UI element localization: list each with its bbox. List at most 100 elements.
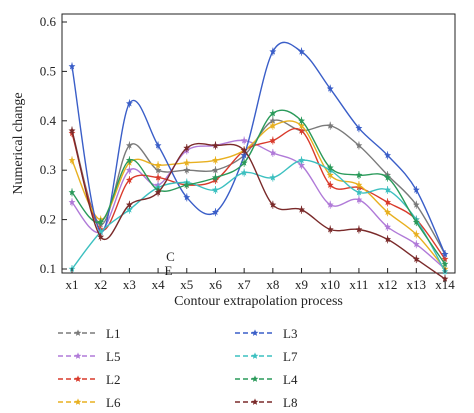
y-axis-label: Numerical change bbox=[11, 92, 26, 194]
series-l8 bbox=[68, 126, 449, 283]
x-tick-label: x14 bbox=[435, 277, 455, 292]
data-point bbox=[183, 193, 191, 201]
data-point bbox=[384, 151, 391, 159]
data-point bbox=[355, 196, 363, 203]
data-point bbox=[126, 201, 133, 208]
data-point bbox=[212, 141, 219, 149]
data-point bbox=[154, 174, 162, 181]
data-point bbox=[97, 233, 105, 240]
data-point bbox=[183, 166, 191, 174]
y-tick-label: 0.1 bbox=[40, 261, 56, 276]
plot-area bbox=[61, 13, 456, 274]
data-point bbox=[441, 275, 449, 282]
legend-label: L1 bbox=[106, 326, 120, 341]
data-point bbox=[68, 156, 76, 164]
data-point bbox=[183, 181, 191, 188]
data-point bbox=[412, 255, 420, 262]
data-point bbox=[298, 156, 305, 164]
annotation-e: E bbox=[164, 263, 172, 278]
data-point bbox=[68, 62, 76, 70]
legend-marker bbox=[251, 398, 259, 405]
data-point bbox=[212, 186, 219, 193]
y-tick-label: 0.5 bbox=[40, 63, 56, 78]
x-tick-label: x7 bbox=[238, 277, 252, 292]
series-l4 bbox=[68, 109, 449, 269]
data-point bbox=[269, 48, 277, 55]
data-point bbox=[212, 208, 219, 216]
data-point bbox=[412, 186, 420, 193]
legend-label: L4 bbox=[283, 372, 298, 387]
annotation-c: C bbox=[166, 249, 175, 264]
series-l2 bbox=[68, 126, 449, 264]
data-point bbox=[269, 201, 277, 208]
x-tick-label: x12 bbox=[378, 277, 398, 292]
data-point bbox=[68, 198, 76, 206]
x-tick-label: x3 bbox=[123, 277, 136, 292]
data-point bbox=[183, 159, 191, 166]
data-point bbox=[298, 127, 305, 134]
data-point bbox=[298, 206, 305, 213]
data-point bbox=[384, 174, 391, 181]
data-point bbox=[326, 164, 334, 171]
legend-label: L6 bbox=[106, 395, 121, 410]
legend-label: L5 bbox=[106, 349, 120, 364]
data-point bbox=[240, 151, 248, 159]
legend-item-l5: L5 bbox=[58, 349, 120, 364]
x-tick-label: x2 bbox=[94, 277, 107, 292]
data-point bbox=[212, 156, 219, 164]
data-point bbox=[384, 223, 391, 230]
legend-marker bbox=[74, 352, 82, 359]
data-point bbox=[126, 141, 133, 149]
x-tick-label: x6 bbox=[209, 277, 223, 292]
data-point bbox=[412, 240, 420, 248]
legend-marker bbox=[251, 375, 259, 382]
data-point bbox=[126, 176, 133, 183]
data-point bbox=[326, 225, 334, 233]
data-point bbox=[384, 208, 391, 216]
data-point bbox=[384, 186, 391, 193]
data-point bbox=[269, 122, 277, 129]
series-line bbox=[71, 130, 446, 280]
data-point bbox=[384, 235, 391, 243]
legend: L1 L5 L2 L6 L3 L7 L4 L8 bbox=[58, 326, 298, 410]
series-l3 bbox=[68, 41, 449, 259]
x-axis-label: Contour extrapolation process bbox=[174, 294, 343, 309]
data-point bbox=[240, 137, 248, 144]
data-point bbox=[97, 228, 105, 235]
data-point bbox=[412, 218, 420, 225]
data-point bbox=[269, 117, 277, 124]
data-point bbox=[355, 188, 363, 196]
legend-item-l6: L6 bbox=[58, 395, 121, 410]
x-tick-label: x5 bbox=[180, 277, 193, 292]
series-line bbox=[71, 119, 446, 255]
data-point bbox=[269, 109, 277, 117]
data-point bbox=[240, 159, 248, 166]
data-point bbox=[97, 218, 105, 225]
x-tick-label: x10 bbox=[320, 277, 340, 292]
legend-label: L2 bbox=[106, 372, 120, 387]
data-point bbox=[298, 48, 305, 55]
legend-item-l1: L1 bbox=[58, 326, 120, 341]
data-point bbox=[212, 166, 219, 174]
data-point bbox=[126, 99, 133, 107]
data-point bbox=[154, 166, 162, 174]
legend-item-l8: L8 bbox=[235, 395, 297, 410]
x-tick-label: x13 bbox=[407, 277, 427, 292]
y-tick-label: 0.4 bbox=[40, 113, 57, 128]
y-tick-label: 0.3 bbox=[40, 162, 56, 177]
data-point bbox=[126, 156, 133, 164]
legend-marker bbox=[251, 329, 259, 336]
data-point bbox=[355, 124, 363, 132]
data-point bbox=[154, 141, 162, 149]
data-point bbox=[326, 201, 334, 208]
data-point bbox=[212, 174, 219, 181]
data-point bbox=[240, 169, 248, 176]
data-point bbox=[298, 122, 305, 129]
data-point bbox=[269, 137, 277, 144]
legend-item-l2: L2 bbox=[58, 372, 120, 387]
legend-label: L3 bbox=[283, 326, 297, 341]
data-point bbox=[154, 188, 162, 196]
legend-marker bbox=[74, 329, 82, 336]
data-point bbox=[441, 255, 449, 262]
